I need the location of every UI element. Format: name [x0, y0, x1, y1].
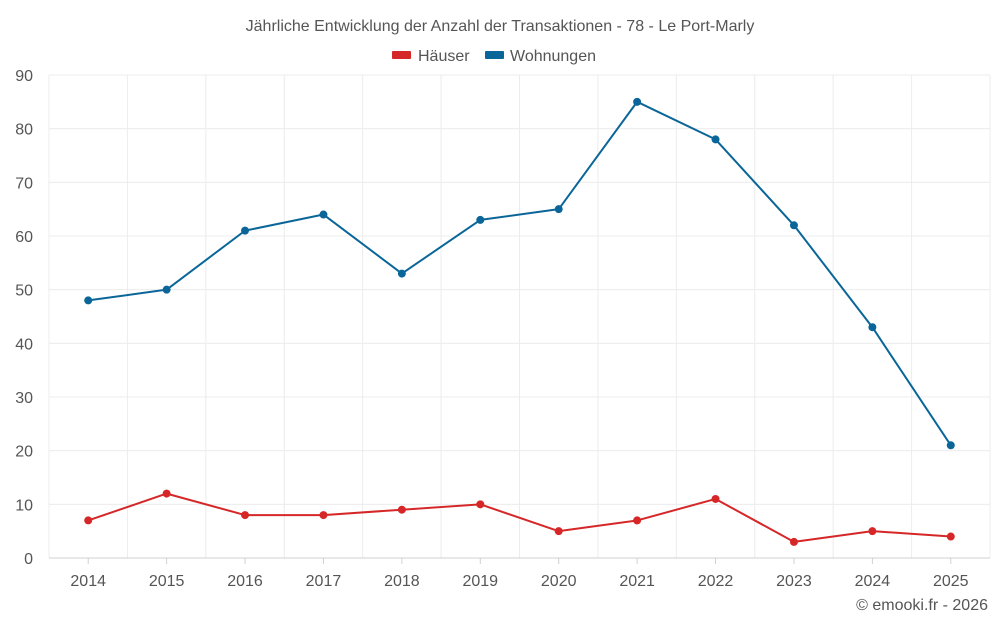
- x-tick-label: 2019: [462, 573, 498, 590]
- data-point: [476, 500, 485, 509]
- data-point: [476, 215, 485, 224]
- series-line: [87, 492, 951, 543]
- data-point: [162, 489, 171, 498]
- data-point: [84, 296, 93, 305]
- x-tick-label: 2022: [698, 573, 734, 590]
- y-tick-label: 90: [15, 68, 33, 85]
- credit-text: © emooki.fr - 2026: [856, 597, 988, 614]
- data-point: [789, 537, 798, 546]
- x-tick-label: 2021: [619, 573, 655, 590]
- data-point: [868, 323, 877, 332]
- data-point: [241, 511, 250, 520]
- data-point: [946, 532, 955, 541]
- legend-swatch: [392, 51, 411, 59]
- series-line: [88, 100, 952, 446]
- y-axis: 0 10 20 30 40 50 60 70 80 90: [15, 68, 33, 568]
- data-point: [397, 269, 406, 278]
- y-tick-label: 80: [15, 122, 33, 139]
- x-tick-label: 2025: [933, 573, 969, 590]
- series-group: [84, 97, 955, 546]
- x-axis: 2014 2015 2016 2017 2018 2019 2020 2021 2022 2023…: [49, 557, 990, 590]
- legend: Häuser Wohnungen: [392, 48, 596, 65]
- data-point: [319, 210, 328, 219]
- data-point: [554, 205, 563, 214]
- x-tick-label: 2016: [227, 573, 263, 590]
- data-point: [946, 441, 955, 450]
- y-tick-label: 10: [15, 497, 33, 514]
- y-tick-label: 30: [15, 390, 33, 407]
- y-tick-label: 40: [15, 336, 33, 353]
- y-tick-label: 0: [24, 551, 33, 568]
- data-point: [397, 505, 406, 514]
- x-tick-label: 2014: [70, 573, 106, 590]
- data-point: [241, 226, 250, 235]
- data-point: [789, 221, 798, 230]
- y-tick-label: 50: [15, 283, 33, 300]
- data-point: [868, 527, 877, 536]
- data-point: [84, 516, 93, 525]
- x-tick-label: 2023: [776, 573, 812, 590]
- data-point: [554, 527, 563, 536]
- legend-label: Häuser: [418, 48, 470, 65]
- series-wohnungen: [84, 97, 955, 450]
- chart-title: Jährliche Entwicklung der Anzahl der Tra…: [246, 18, 755, 35]
- x-tick-label: 2020: [541, 573, 577, 590]
- y-tick-label: 70: [15, 175, 33, 192]
- x-tick-label: 2017: [306, 573, 342, 590]
- data-point: [319, 511, 328, 520]
- grid: [48, 74, 991, 559]
- x-tick-label: 2024: [855, 573, 891, 590]
- data-point: [633, 97, 642, 106]
- legend-label: Wohnungen: [510, 48, 596, 65]
- data-point: [711, 494, 720, 503]
- data-point: [162, 285, 171, 294]
- series-häuser: [84, 489, 955, 546]
- y-tick-label: 20: [15, 444, 33, 461]
- y-tick-label: 60: [15, 229, 33, 246]
- data-point: [633, 516, 642, 525]
- x-tick-label: 2018: [384, 573, 420, 590]
- x-tick-label: 2015: [149, 573, 185, 590]
- legend-swatch: [485, 51, 504, 59]
- data-point: [711, 135, 720, 144]
